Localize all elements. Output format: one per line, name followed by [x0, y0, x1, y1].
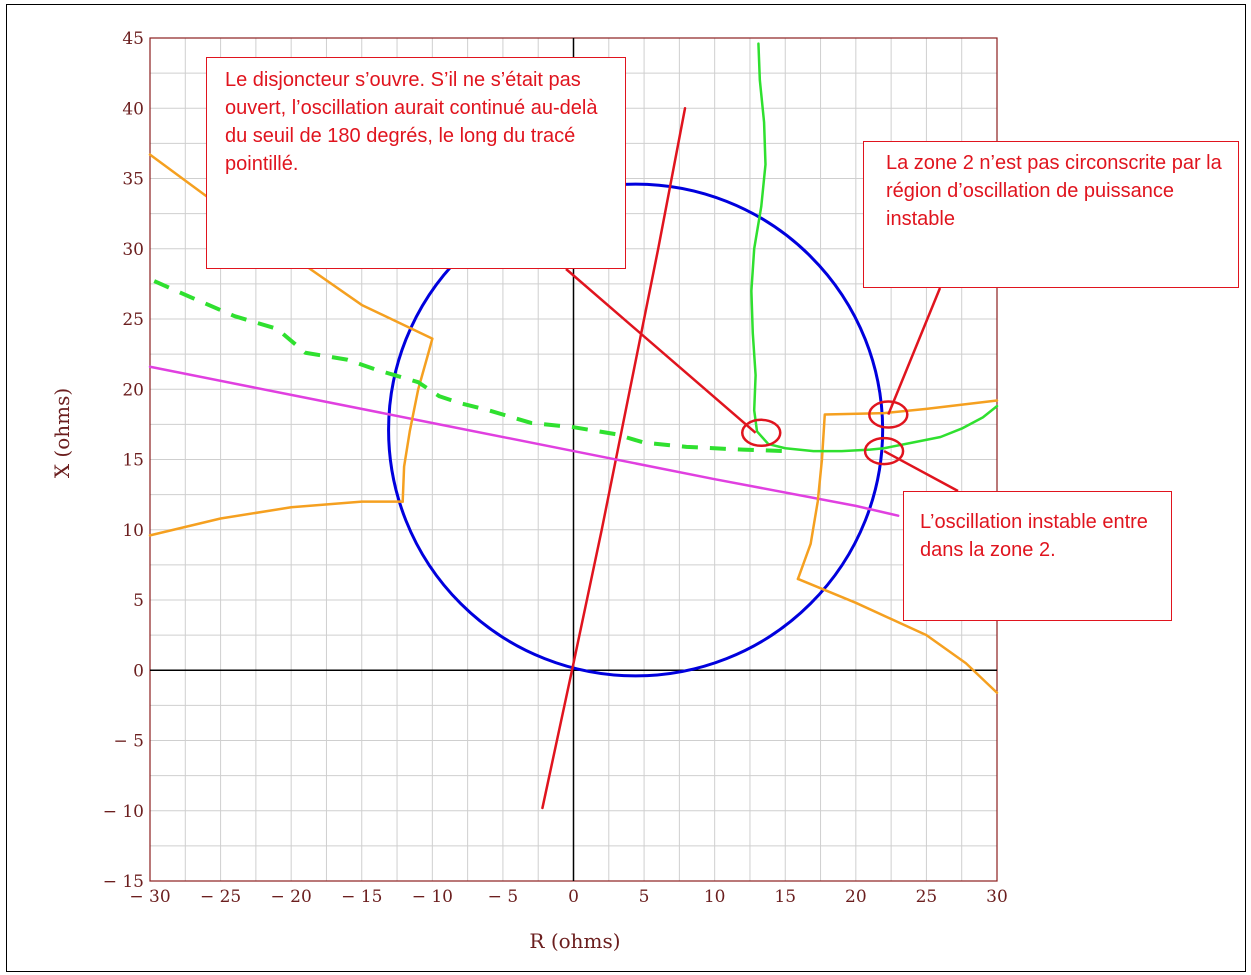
callout-zone2-not-circumscribed: La zone 2 n’est pas circonscrite par la …	[863, 141, 1239, 288]
marker-circle-1	[868, 400, 909, 429]
series-line-8	[153, 279, 786, 454]
series-layer	[148, 42, 999, 810]
y-tick-label: 20	[122, 380, 144, 400]
series-line-2	[148, 365, 900, 517]
y-tick-labels: 45 40 35 30 25 20 15 10 5 0 − 5 − 10 − 15	[103, 29, 144, 892]
y-tick-label: 35	[122, 170, 144, 190]
y-tick-label: 15	[122, 451, 144, 471]
leader-line-1	[887, 287, 942, 416]
y-tick-label: 40	[122, 99, 144, 119]
marker-layer	[741, 400, 909, 466]
x-tick-label: 15	[774, 887, 796, 907]
x-tick-label: − 10	[412, 887, 453, 907]
series-line-6	[796, 577, 999, 694]
callout-enters-zone2: L’oscillation instable entre dans la zon…	[903, 491, 1172, 621]
y-tick-label: 25	[122, 310, 144, 330]
x-tick-label: − 5	[488, 887, 518, 907]
series-line-4	[148, 500, 404, 537]
x-tick-label: − 20	[271, 887, 312, 907]
callout-leaders	[565, 268, 959, 493]
x-tick-label: − 30	[129, 887, 170, 907]
series-line-7	[750, 42, 999, 453]
x-tick-label: 25	[916, 887, 938, 907]
marker-circle-2	[863, 436, 905, 466]
y-tick-label: 10	[122, 521, 144, 541]
y-tick-label: − 10	[103, 802, 144, 822]
x-tick-label: 0	[568, 887, 579, 907]
x-tick-label: 20	[845, 887, 867, 907]
x-tick-label: − 25	[200, 887, 241, 907]
y-tick-label: 0	[133, 661, 144, 681]
marker-circle-0	[741, 418, 782, 448]
x-axis-label: R (ohms)	[529, 929, 620, 953]
figure-frame	[6, 4, 1246, 972]
y-tick-label: 5	[133, 591, 144, 611]
y-tick-label: − 15	[103, 872, 144, 892]
callout-breaker-opens: Le disjoncteur s’ouvre. S’il ne s’était …	[206, 57, 626, 269]
leader-line-2	[883, 449, 959, 493]
x-tick-labels: − 30 − 25 − 20 − 15 − 10 − 5 0 5 10 15 20 25 30	[129, 887, 1007, 907]
y-axis-label: X (ohms)	[50, 388, 74, 478]
x-tick-label: 30	[986, 887, 1008, 907]
x-tick-label: − 15	[341, 887, 382, 907]
leader-line-0	[565, 268, 757, 434]
y-tick-label: 45	[122, 29, 144, 49]
y-tick-label: 30	[122, 240, 144, 260]
y-tick-label: − 5	[114, 732, 144, 752]
series-circle	[387, 182, 885, 678]
series-line-5	[796, 399, 999, 581]
x-tick-label: 10	[704, 887, 726, 907]
x-tick-label: 5	[639, 887, 650, 907]
